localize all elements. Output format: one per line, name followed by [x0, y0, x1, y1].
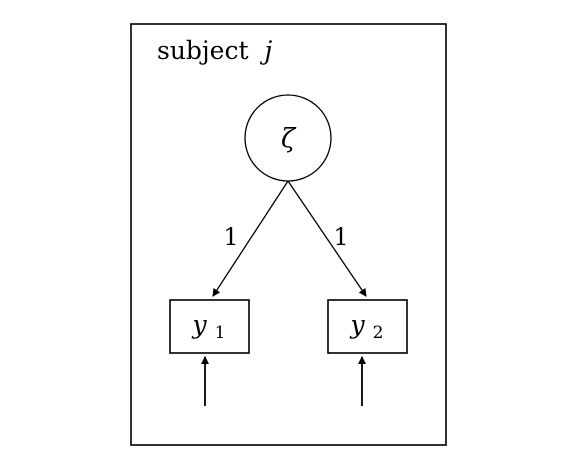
observed-variable-y1-box — [169, 299, 250, 354]
plate-label: subject j — [157, 36, 272, 65]
path-weight-y1: 1 — [223, 223, 238, 251]
latent-variable-label: ζ — [281, 124, 297, 154]
path-arrow-zeta-y2 — [287, 180, 367, 297]
plate-label-index: j — [259, 36, 272, 65]
observed-y1-symbol: y — [192, 310, 208, 339]
observed-y1-subscript: 1 — [215, 323, 226, 343]
observed-variable-y2-box — [327, 299, 408, 354]
observed-variable-y2-label: y 2 — [350, 310, 384, 343]
path-weight-y2: 1 — [333, 223, 348, 251]
observed-y2-subscript: 2 — [373, 323, 384, 343]
observed-variable-y1-label: y 1 — [192, 310, 226, 343]
plate-label-prefix: subject — [157, 36, 249, 65]
path-arrow-zeta-y1 — [212, 180, 289, 297]
observed-y2-symbol: y — [350, 310, 366, 339]
subject-plate — [130, 23, 447, 446]
